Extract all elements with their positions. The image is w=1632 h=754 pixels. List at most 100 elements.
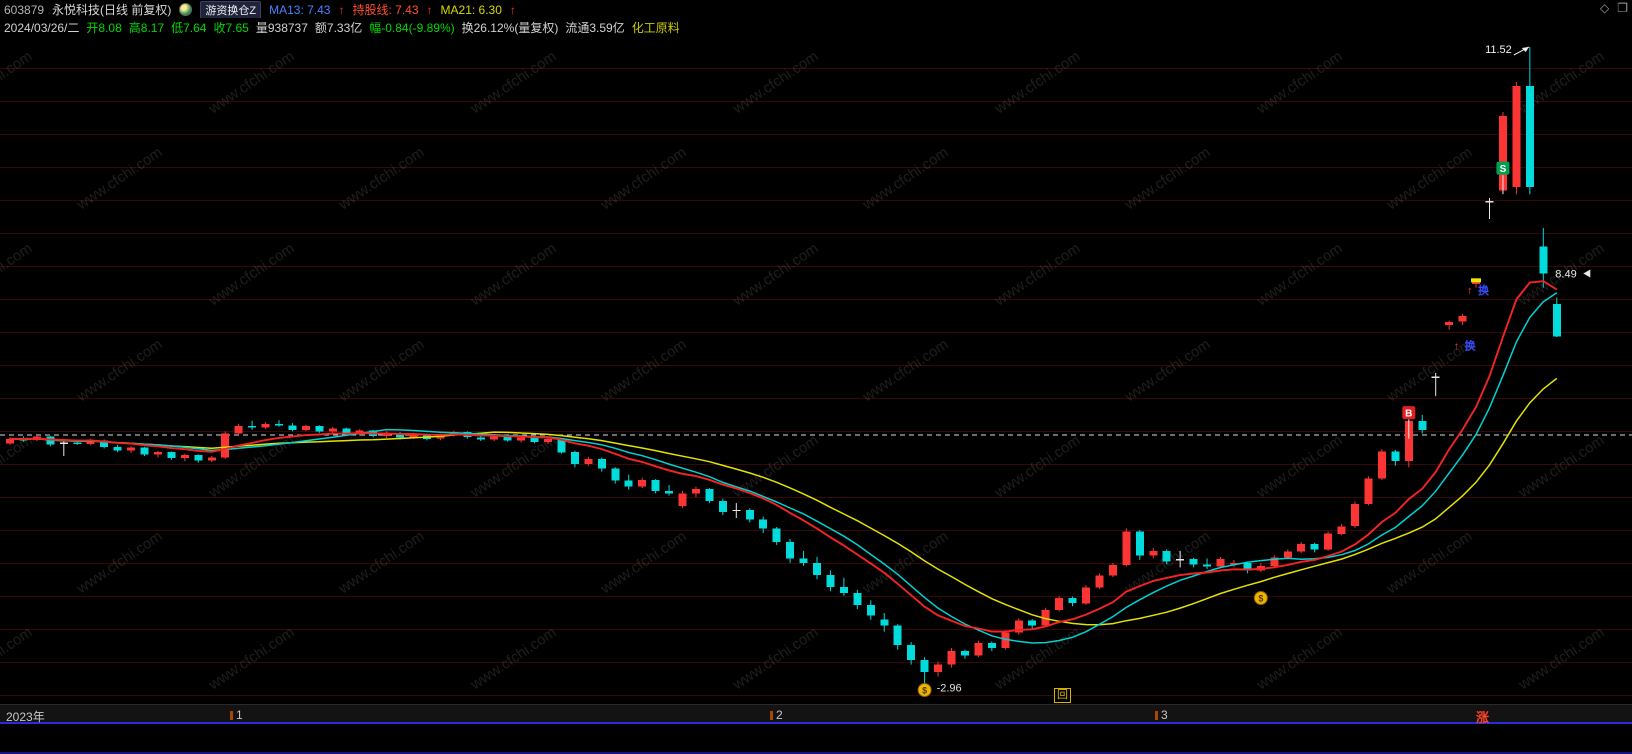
candle[interactable] [1230, 562, 1238, 565]
candle[interactable] [167, 452, 176, 459]
candle[interactable] [1108, 565, 1117, 576]
candle[interactable] [1068, 598, 1077, 604]
candle[interactable] [651, 479, 660, 492]
restore-window-icon[interactable]: ❐ [1617, 1, 1628, 15]
candle[interactable] [1552, 304, 1561, 337]
chart-area[interactable]: www.cfchi.com www.cfchi.com www.cfchi.com w… [0, 36, 1632, 704]
candle[interactable] [597, 459, 606, 469]
candle[interactable] [718, 500, 727, 512]
candle[interactable] [866, 604, 875, 616]
candle[interactable] [745, 509, 754, 520]
candle[interactable] [705, 488, 714, 501]
candle[interactable] [772, 528, 781, 543]
candle[interactable] [611, 468, 620, 481]
candle[interactable] [786, 542, 795, 559]
candle[interactable] [1082, 587, 1090, 604]
candle[interactable] [1149, 550, 1158, 556]
candle[interactable] [73, 442, 82, 445]
diamond-icon[interactable]: ◇ [1600, 1, 1610, 15]
candle[interactable] [1458, 316, 1467, 322]
candle[interactable] [248, 426, 257, 428]
candle[interactable] [113, 447, 122, 451]
candle[interactable] [1095, 575, 1104, 588]
candle[interactable] [59, 442, 68, 444]
candle[interactable] [907, 645, 916, 661]
candle[interactable] [1162, 550, 1171, 562]
candle[interactable] [328, 428, 337, 432]
candle[interactable] [490, 435, 499, 440]
candle[interactable] [1270, 557, 1279, 566]
candle[interactable] [6, 438, 14, 444]
candle[interactable] [920, 660, 929, 673]
candle[interactable] [301, 426, 310, 430]
candle[interactable] [1122, 531, 1131, 566]
candle[interactable] [813, 562, 821, 575]
candle[interactable] [1404, 420, 1413, 462]
candle[interactable] [557, 438, 566, 453]
candle[interactable] [678, 493, 687, 507]
candle[interactable] [799, 558, 808, 563]
candle[interactable] [1364, 478, 1373, 504]
candle[interactable] [732, 509, 741, 512]
candle[interactable] [1028, 620, 1037, 626]
candle[interactable] [517, 437, 526, 441]
candle[interactable] [1498, 115, 1507, 191]
candle[interactable] [893, 625, 902, 646]
candle[interactable] [839, 586, 848, 593]
candle[interactable] [1351, 503, 1359, 527]
quote-sector[interactable]: 化工原料 [631, 20, 680, 35]
candle[interactable] [1525, 85, 1534, 187]
candle[interactable] [1539, 246, 1548, 274]
candle[interactable] [691, 488, 700, 494]
candle[interactable] [315, 426, 324, 432]
candle[interactable] [1014, 620, 1023, 633]
candle[interactable] [221, 433, 230, 458]
candle[interactable] [1176, 559, 1185, 561]
candle[interactable] [261, 423, 270, 428]
candle[interactable] [1189, 559, 1198, 565]
candle[interactable] [759, 519, 768, 529]
candle[interactable] [665, 491, 673, 494]
indicator-tag[interactable]: 游资换仓Z [200, 0, 262, 19]
candle[interactable] [638, 479, 647, 487]
candlestick-chart[interactable]: $ -2.96 $ B ↑ 换 ↑ 换 S 11.52 8.49 [0, 36, 1632, 704]
candle[interactable] [127, 447, 135, 451]
candle[interactable] [570, 452, 579, 465]
candle[interactable] [1418, 420, 1427, 430]
candle[interactable] [355, 430, 364, 434]
candle[interactable] [947, 651, 956, 665]
candle[interactable] [987, 642, 996, 649]
candle[interactable] [1203, 564, 1211, 567]
candle[interactable] [1135, 531, 1144, 556]
candle[interactable] [1337, 526, 1346, 534]
candle[interactable] [180, 455, 189, 459]
candle[interactable] [1485, 201, 1494, 203]
candle[interactable] [1445, 322, 1454, 326]
candle[interactable] [1310, 544, 1319, 550]
candle[interactable] [1297, 544, 1306, 552]
candle[interactable] [1283, 551, 1292, 558]
candle[interactable] [207, 457, 216, 461]
candle[interactable] [234, 426, 243, 434]
candle[interactable] [826, 574, 835, 587]
candle[interactable] [624, 480, 633, 487]
candle[interactable] [880, 619, 889, 626]
candle[interactable] [153, 452, 162, 455]
candle[interactable] [409, 434, 418, 438]
candle[interactable] [1243, 562, 1252, 571]
candle[interactable] [476, 437, 485, 440]
candle[interactable] [288, 425, 297, 430]
candle[interactable] [1512, 85, 1521, 187]
replay-badge[interactable]: 回 [1054, 688, 1071, 703]
candle[interactable] [194, 455, 203, 461]
candle[interactable] [1391, 451, 1400, 462]
candle[interactable] [934, 664, 942, 673]
candle[interactable] [1377, 451, 1386, 479]
candle[interactable] [396, 432, 404, 438]
candle[interactable] [140, 447, 149, 455]
candle[interactable] [1001, 632, 1010, 649]
candle[interactable] [584, 459, 593, 465]
candle[interactable] [1055, 598, 1064, 610]
candle[interactable] [275, 423, 283, 426]
candle[interactable] [974, 642, 983, 656]
